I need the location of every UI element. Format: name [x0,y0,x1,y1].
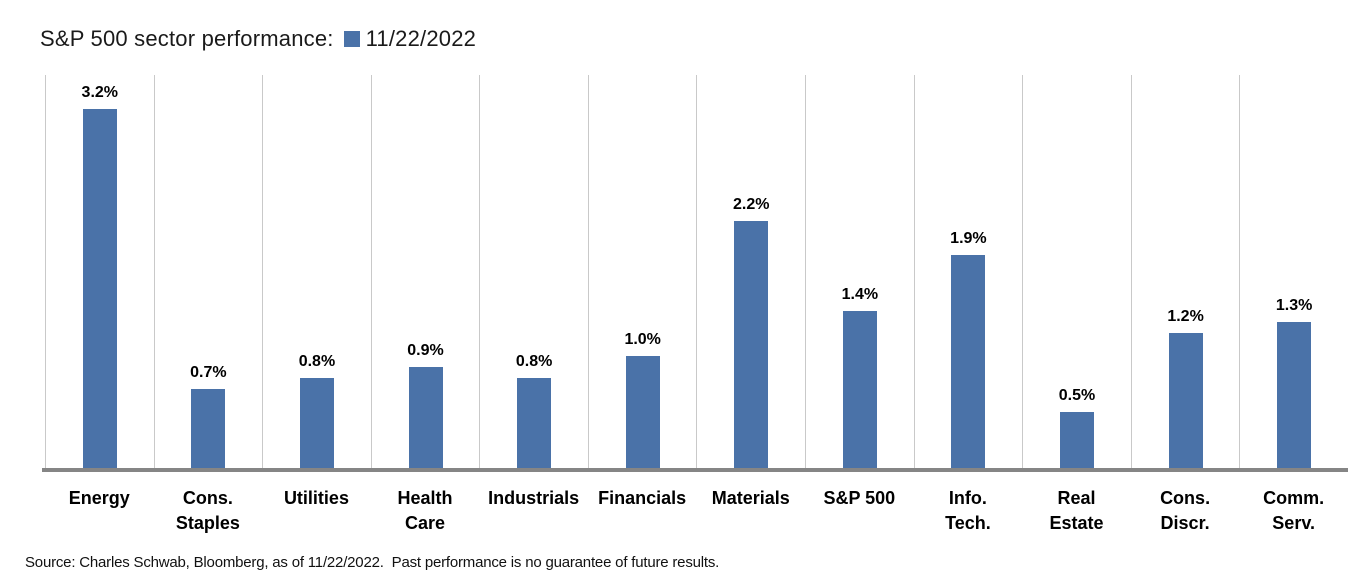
category-label-comm-serv: Comm. Serv. [1263,488,1325,533]
column-materials: 2.2% [696,75,805,468]
category-label-s-p-500: S&P 500 [823,488,896,508]
column-utilities: 0.8% [262,75,371,468]
x-axis-baseline [42,468,1348,472]
bar-cons-discr [1168,333,1203,468]
bar-energy [82,109,117,468]
column-industrials: 0.8% [479,75,588,468]
bar-value-s-p-500: 1.4% [841,286,879,303]
bar-industrials [517,378,552,468]
bar-value-materials: 2.2% [733,196,770,213]
bar-value-cons-staples: 0.7% [190,364,227,381]
bar-financials [625,356,660,468]
bar-value-energy: 3.2% [81,84,119,101]
bar-utilities [299,378,334,468]
legend-swatch-icon [343,31,360,47]
bar-real-estate [1059,412,1094,468]
column-energy: 3.2% [45,75,154,468]
bar-value-industrials: 0.8% [515,353,553,370]
legend-label: 11/22/2022 [365,26,477,51]
category-label-real-estate: Real Estate [1049,488,1104,533]
category-label-cons-discr: Cons. Discr. [1160,488,1211,533]
bar-comm-serv [1277,322,1312,468]
bar-health-care [408,367,443,468]
bar-value-financials: 1.0% [624,331,661,348]
bar-value-cons-discr: 1.2% [1167,308,1204,325]
bar-value-comm-serv: 1.3% [1275,297,1313,314]
bar-s-p-500 [842,311,877,468]
category-label-materials: Materials [711,488,790,508]
bar-value-health-care: 0.9% [407,342,444,359]
chart-title: S&P 500 sector performance: [40,26,334,51]
column-real-estate: 0.5% [1022,75,1131,468]
category-label-cons-staples: Cons. Staples [175,488,240,533]
category-label-info-tech: Info. Tech. [945,488,991,533]
bar-value-utilities: 0.8% [298,353,336,370]
column-health-care: 0.9% [370,75,480,468]
column-cons-staples: 0.7% [153,75,263,468]
column-comm-serv: 1.3% [1239,75,1348,468]
bar-value-info-tech: 1.9% [950,230,987,247]
category-axis: Energy Cons. Staples Utilities Health Care I… [45,486,1348,536]
category-label-energy: Energy [68,488,130,508]
column-financials: 1.0% [587,75,697,468]
bar-info-tech [951,255,986,468]
bar-materials [734,221,769,468]
bar-value-real-estate: 0.5% [1058,387,1096,404]
plot-area: 3.2% 0.7% 0.8% 0.9% 0.8% 1.0% 2.2% 1.4% 1.9% 0.5%… [45,75,1348,468]
column-s-p-500: 1.4% [805,75,914,468]
source-note: Source: Charles Schwab, Bloomberg, as of… [25,554,720,571]
category-label-financials: Financials [598,488,687,508]
column-info-tech: 1.9% [913,75,1023,468]
category-label-utilities: Utilities [283,488,349,508]
category-label-industrials: Industrials [488,488,580,508]
chart-header: S&P 500 sector performance: 11/22/2022 [40,26,476,52]
column-cons-discr: 1.2% [1130,75,1240,468]
category-label-health-care: Health Care [397,488,453,533]
bar-cons-staples [191,389,226,468]
